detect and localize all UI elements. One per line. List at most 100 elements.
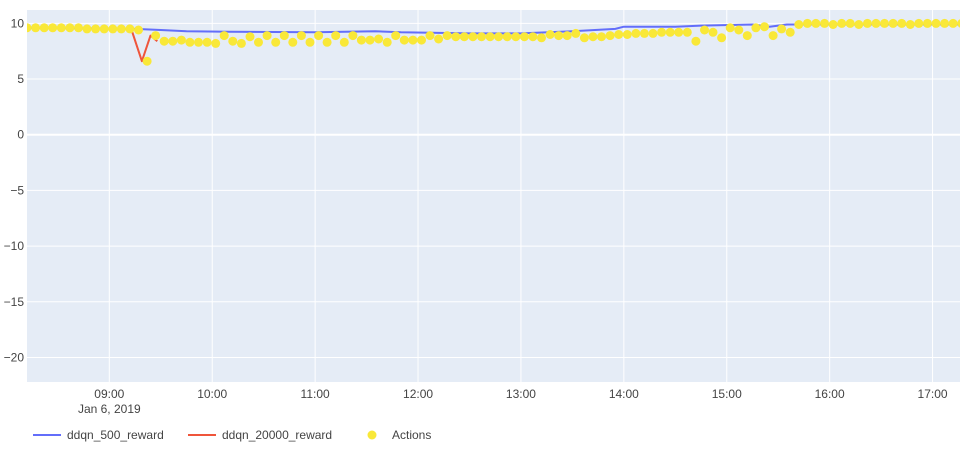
action-point[interactable] (622, 30, 632, 39)
action-point[interactable] (194, 37, 203, 47)
action-point[interactable] (802, 18, 812, 28)
action-point[interactable] (417, 35, 426, 45)
action-point[interactable] (228, 36, 238, 46)
action-point[interactable] (168, 36, 178, 46)
action-point[interactable] (399, 35, 409, 45)
action-point[interactable] (434, 34, 444, 44)
action-point[interactable] (785, 27, 795, 37)
action-point[interactable] (142, 56, 152, 66)
action-point[interactable] (31, 23, 41, 33)
action-point[interactable] (862, 18, 872, 28)
action-point[interactable] (442, 31, 452, 41)
action-point[interactable] (742, 31, 752, 41)
action-point[interactable] (614, 30, 624, 39)
action-point[interactable] (279, 31, 289, 41)
action-point[interactable] (108, 24, 118, 34)
action-point[interactable] (597, 32, 606, 42)
action-point[interactable] (734, 25, 744, 35)
action-point[interactable] (760, 22, 769, 32)
action-point[interactable] (648, 28, 658, 38)
action-point[interactable] (940, 18, 950, 28)
action-point[interactable] (116, 24, 126, 34)
action-point[interactable] (262, 31, 272, 41)
action-point[interactable] (485, 32, 495, 42)
action-point[interactable] (219, 31, 229, 41)
action-point[interactable] (39, 23, 49, 33)
action-point[interactable] (562, 31, 572, 41)
action-point[interactable] (528, 32, 538, 42)
action-point[interactable] (657, 27, 667, 37)
action-point[interactable] (56, 23, 66, 33)
action-point[interactable] (408, 35, 418, 45)
action-point[interactable] (245, 32, 255, 42)
action-point[interactable] (845, 18, 855, 28)
action-point[interactable] (459, 32, 469, 42)
action-point[interactable] (185, 37, 195, 47)
action-point[interactable] (451, 32, 461, 42)
action-point[interactable] (494, 32, 504, 42)
action-point[interactable] (725, 23, 735, 33)
action-point[interactable] (288, 37, 298, 47)
action-point[interactable] (502, 32, 512, 42)
action-point[interactable] (519, 32, 529, 42)
action-point[interactable] (537, 33, 546, 43)
action-point[interactable] (254, 37, 263, 47)
action-point[interactable] (897, 18, 907, 28)
action-point[interactable] (905, 20, 915, 29)
action-point[interactable] (74, 23, 83, 33)
action-point[interactable] (296, 31, 306, 41)
action-point[interactable] (511, 32, 521, 42)
action-point[interactable] (854, 20, 864, 29)
action-point[interactable] (211, 38, 221, 48)
action-point[interactable] (348, 31, 358, 41)
action-point[interactable] (708, 27, 718, 37)
action-point[interactable] (176, 35, 186, 45)
action-point[interactable] (202, 37, 212, 47)
action-point[interactable] (271, 37, 281, 47)
action-point[interactable] (794, 20, 804, 29)
action-point[interactable] (65, 23, 75, 33)
action-point[interactable] (768, 31, 778, 41)
action-point[interactable] (922, 18, 932, 28)
action-point[interactable] (48, 23, 58, 33)
action-point[interactable] (717, 33, 727, 43)
action-point[interactable] (236, 38, 246, 48)
action-point[interactable] (691, 36, 701, 46)
action-point[interactable] (545, 30, 555, 39)
action-point[interactable] (751, 23, 761, 33)
legend-item-Actions[interactable]: Actions (367, 428, 432, 442)
action-point[interactable] (631, 28, 641, 38)
action-point[interactable] (477, 32, 486, 42)
action-point[interactable] (605, 31, 615, 41)
action-point[interactable] (23, 23, 32, 33)
action-point[interactable] (639, 28, 649, 38)
action-point[interactable] (425, 31, 435, 41)
action-point[interactable] (700, 25, 709, 35)
action-point[interactable] (571, 28, 581, 38)
action-point[interactable] (820, 18, 829, 28)
action-point[interactable] (365, 35, 375, 45)
action-point[interactable] (134, 25, 143, 35)
action-point[interactable] (931, 18, 941, 28)
action-point[interactable] (682, 27, 692, 37)
action-point[interactable] (811, 18, 821, 28)
action-point[interactable] (554, 31, 564, 41)
action-point[interactable] (305, 37, 315, 47)
action-point[interactable] (468, 32, 478, 42)
action-point[interactable] (82, 24, 92, 34)
action-point[interactable] (888, 18, 898, 28)
action-point[interactable] (957, 19, 961, 28)
action-point[interactable] (948, 18, 958, 28)
action-point[interactable] (777, 24, 787, 34)
action-point[interactable] (314, 31, 324, 41)
legend-item-ddqn_500_reward[interactable]: ddqn_500_reward (33, 428, 164, 442)
action-point[interactable] (125, 24, 135, 34)
action-point[interactable] (151, 31, 161, 41)
action-point[interactable] (99, 24, 109, 34)
legend[interactable]: ddqn_500_reward ddqn_20000_reward Actions (33, 428, 431, 442)
legend-item-ddqn_20000_reward[interactable]: ddqn_20000_reward (188, 428, 332, 442)
action-point[interactable] (339, 37, 349, 47)
action-point[interactable] (665, 27, 675, 37)
action-point[interactable] (356, 35, 366, 45)
action-point[interactable] (914, 18, 924, 28)
